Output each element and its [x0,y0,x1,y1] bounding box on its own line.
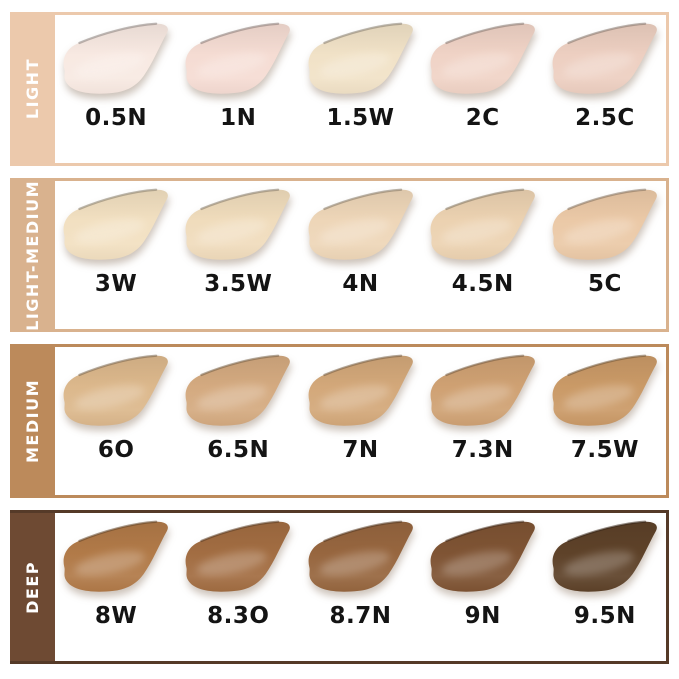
category-sidebar: DEEP [10,513,55,661]
swatch-9N [425,518,541,604]
shade-cell-4N: 4N [299,181,421,329]
category-sidebar: MEDIUM [10,347,55,495]
shade-cell-9N: 9N [422,513,544,661]
shade-cell-8.3O: 8.3O [177,513,299,661]
shade-label-6.5N: 6.5N [207,437,270,463]
swatch-4.5N [425,186,541,272]
swatch-7.3N [425,352,541,438]
category-label: DEEP [23,560,42,614]
category-band-light-medium: LIGHT-MEDIUM 3W 3.5W 4N 4.5N 5C [10,178,669,332]
swatch-6.5N [180,352,296,438]
swatch-8.7N [303,518,419,604]
shade-cell-1.5W: 1.5W [299,15,421,163]
swatch-5C [547,186,663,272]
swatch-6O [58,352,174,438]
band-content: 6O 6.5N 7N 7.3N 7.5W [55,347,666,495]
shade-label-7.3N: 7.3N [451,437,514,463]
shade-label-2.5C: 2.5C [575,105,635,131]
swatch-8W [58,518,174,604]
swatch-2C [425,20,541,106]
swatch-3W [58,186,174,272]
category-label: LIGHT [23,58,42,120]
shade-label-3.5W: 3.5W [204,271,273,297]
shade-cell-0.5N: 0.5N [55,15,177,163]
band-content: 0.5N 1N 1.5W 2C 2.5C [55,15,666,163]
category-band-deep: DEEP 8W 8.3O 8.7N 9N 9.5N [10,510,669,664]
shade-cell-2.5C: 2.5C [544,15,666,163]
shade-cell-4.5N: 4.5N [422,181,544,329]
shade-cell-7.3N: 7.3N [422,347,544,495]
shade-label-8.3O: 8.3O [207,603,270,629]
shade-label-2C: 2C [465,105,500,131]
shade-label-7N: 7N [342,437,379,463]
shade-label-4N: 4N [342,271,379,297]
shade-cell-6O: 6O [55,347,177,495]
shade-cell-6.5N: 6.5N [177,347,299,495]
shade-label-3W: 3W [94,271,138,297]
swatch-9.5N [547,518,663,604]
swatch-0.5N [58,20,174,106]
shade-cell-8.7N: 8.7N [299,513,421,661]
shade-label-5C: 5C [587,271,622,297]
shade-label-8W: 8W [94,603,138,629]
swatch-7N [303,352,419,438]
swatch-1.5W [303,20,419,106]
category-label: LIGHT-MEDIUM [23,179,42,331]
swatch-4N [303,186,419,272]
shade-cell-1N: 1N [177,15,299,163]
band-content: 3W 3.5W 4N 4.5N 5C [55,181,666,329]
category-sidebar: LIGHT [10,15,55,163]
shade-cell-3.5W: 3.5W [177,181,299,329]
shade-cell-7N: 7N [299,347,421,495]
shade-label-9N: 9N [464,603,501,629]
band-content: 8W 8.3O 8.7N 9N 9.5N [55,513,666,661]
category-band-light: LIGHT 0.5N 1N 1.5W 2C 2.5C [10,12,669,166]
swatch-8.3O [180,518,296,604]
shade-label-1.5W: 1.5W [326,105,395,131]
category-sidebar: LIGHT-MEDIUM [10,179,55,331]
shade-cell-5C: 5C [544,181,666,329]
shade-label-8.7N: 8.7N [329,603,392,629]
shade-label-6O: 6O [97,437,135,463]
category-band-medium: MEDIUM 6O 6.5N 7N 7.3N 7.5W [10,344,669,498]
swatch-7.5W [547,352,663,438]
swatch-2.5C [547,20,663,106]
shade-label-9.5N: 9.5N [573,603,636,629]
shade-label-7.5W: 7.5W [570,437,639,463]
shade-label-0.5N: 0.5N [85,105,148,131]
category-label: MEDIUM [23,379,42,463]
shade-cell-8W: 8W [55,513,177,661]
shade-cell-7.5W: 7.5W [544,347,666,495]
shade-cell-3W: 3W [55,181,177,329]
swatch-3.5W [180,186,296,272]
swatch-1N [180,20,296,106]
shade-label-1N: 1N [220,105,257,131]
shade-cell-2C: 2C [422,15,544,163]
shade-cell-9.5N: 9.5N [544,513,666,661]
shade-label-4.5N: 4.5N [451,271,514,297]
